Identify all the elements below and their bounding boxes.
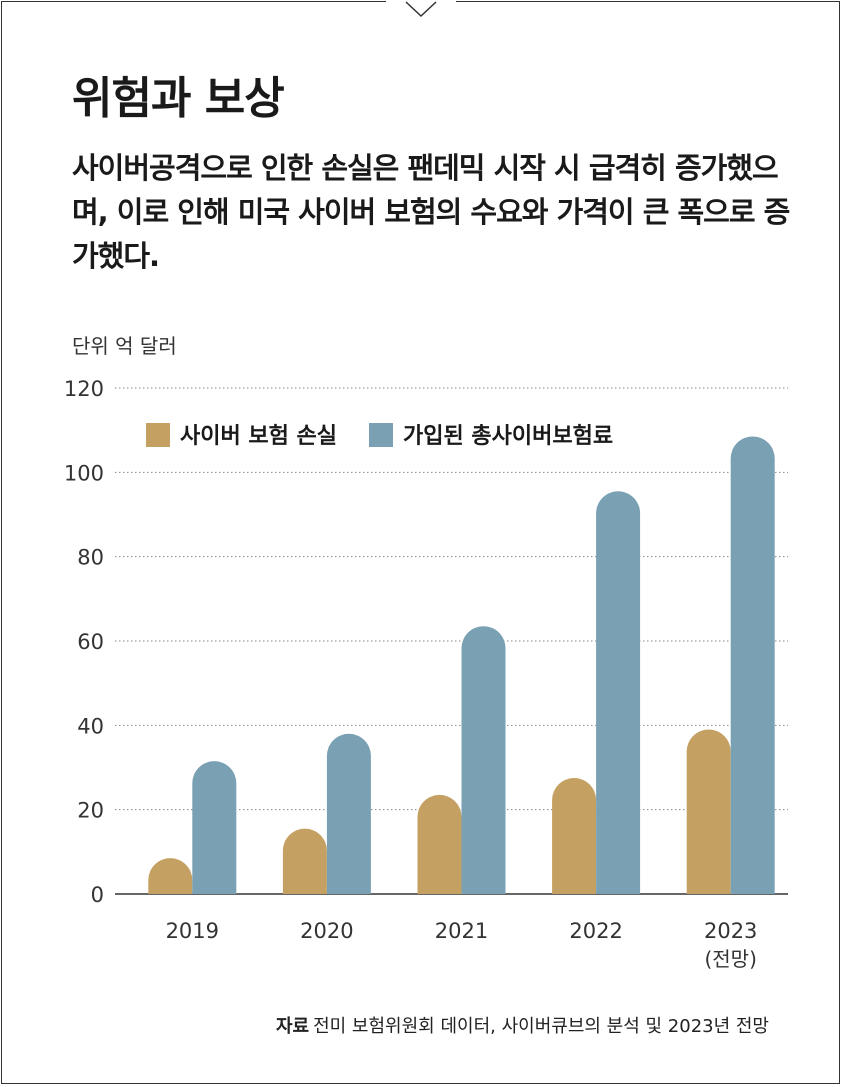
x-tick-label: 2020	[300, 919, 353, 943]
bar-losses-2019	[148, 858, 193, 894]
y-tick-label: 120	[64, 377, 104, 401]
y-tick-label: 20	[77, 799, 104, 823]
source-text: 전미 보험위원회 데이터, 사이버큐브의 분석 및 2023년 전망	[313, 1016, 769, 1037]
bar-losses-2020	[282, 828, 327, 894]
frame-notch-gap	[386, 0, 456, 4]
x-axis-ticks: 2019 2020 2021 2022 2023 (전망)	[166, 919, 758, 971]
legend: 사이버 보험 손실 가입된 총사이버보험료	[146, 423, 613, 449]
source-label: 자료	[275, 1016, 310, 1037]
x-tick-label: 2022	[569, 919, 622, 943]
y-tick-label: 60	[77, 630, 104, 654]
bar-losses-2022	[552, 778, 597, 894]
bar-premiums-2020	[326, 733, 371, 894]
bar-premiums-2021	[461, 626, 506, 894]
figure-title: 위험과 보상	[72, 73, 285, 124]
bar-premiums-2023	[730, 436, 775, 894]
chevron-down-icon	[405, 1, 437, 18]
bar-losses-2023	[686, 729, 731, 894]
x-tick-sublabel: (전망)	[704, 947, 756, 971]
y-tick-label: 0	[91, 883, 104, 907]
legend-label: 사이버 보험 손실	[180, 423, 337, 449]
figure-subtitle: 사이버공격으로 인한 손실은 팬데믹 시작 시 급격히 증가했으며, 이로 인해…	[72, 151, 790, 273]
legend-swatch	[369, 423, 393, 447]
source-note: 자료 전미 보험위원회 데이터, 사이버큐브의 분석 및 2023년 전망	[276, 1012, 769, 1038]
x-tick-label: 2023	[704, 919, 757, 943]
y-axis-ticks: 0 20 40 60 80 100 120	[64, 377, 104, 907]
legend-label: 가입된 총사이버보험료	[403, 423, 613, 449]
bar-premiums-2022	[596, 491, 641, 894]
bars-layer	[148, 436, 775, 894]
y-tick-label: 40	[77, 714, 104, 738]
y-tick-label: 80	[77, 546, 104, 570]
bar-losses-2021	[417, 794, 462, 894]
x-tick-label: 2019	[166, 919, 219, 943]
y-tick-label: 100	[64, 461, 104, 485]
unit-label: 단위 억 달러	[72, 334, 177, 358]
legend-swatch	[146, 423, 170, 447]
x-tick-label: 2021	[435, 919, 488, 943]
bar-premiums-2019	[192, 761, 237, 894]
